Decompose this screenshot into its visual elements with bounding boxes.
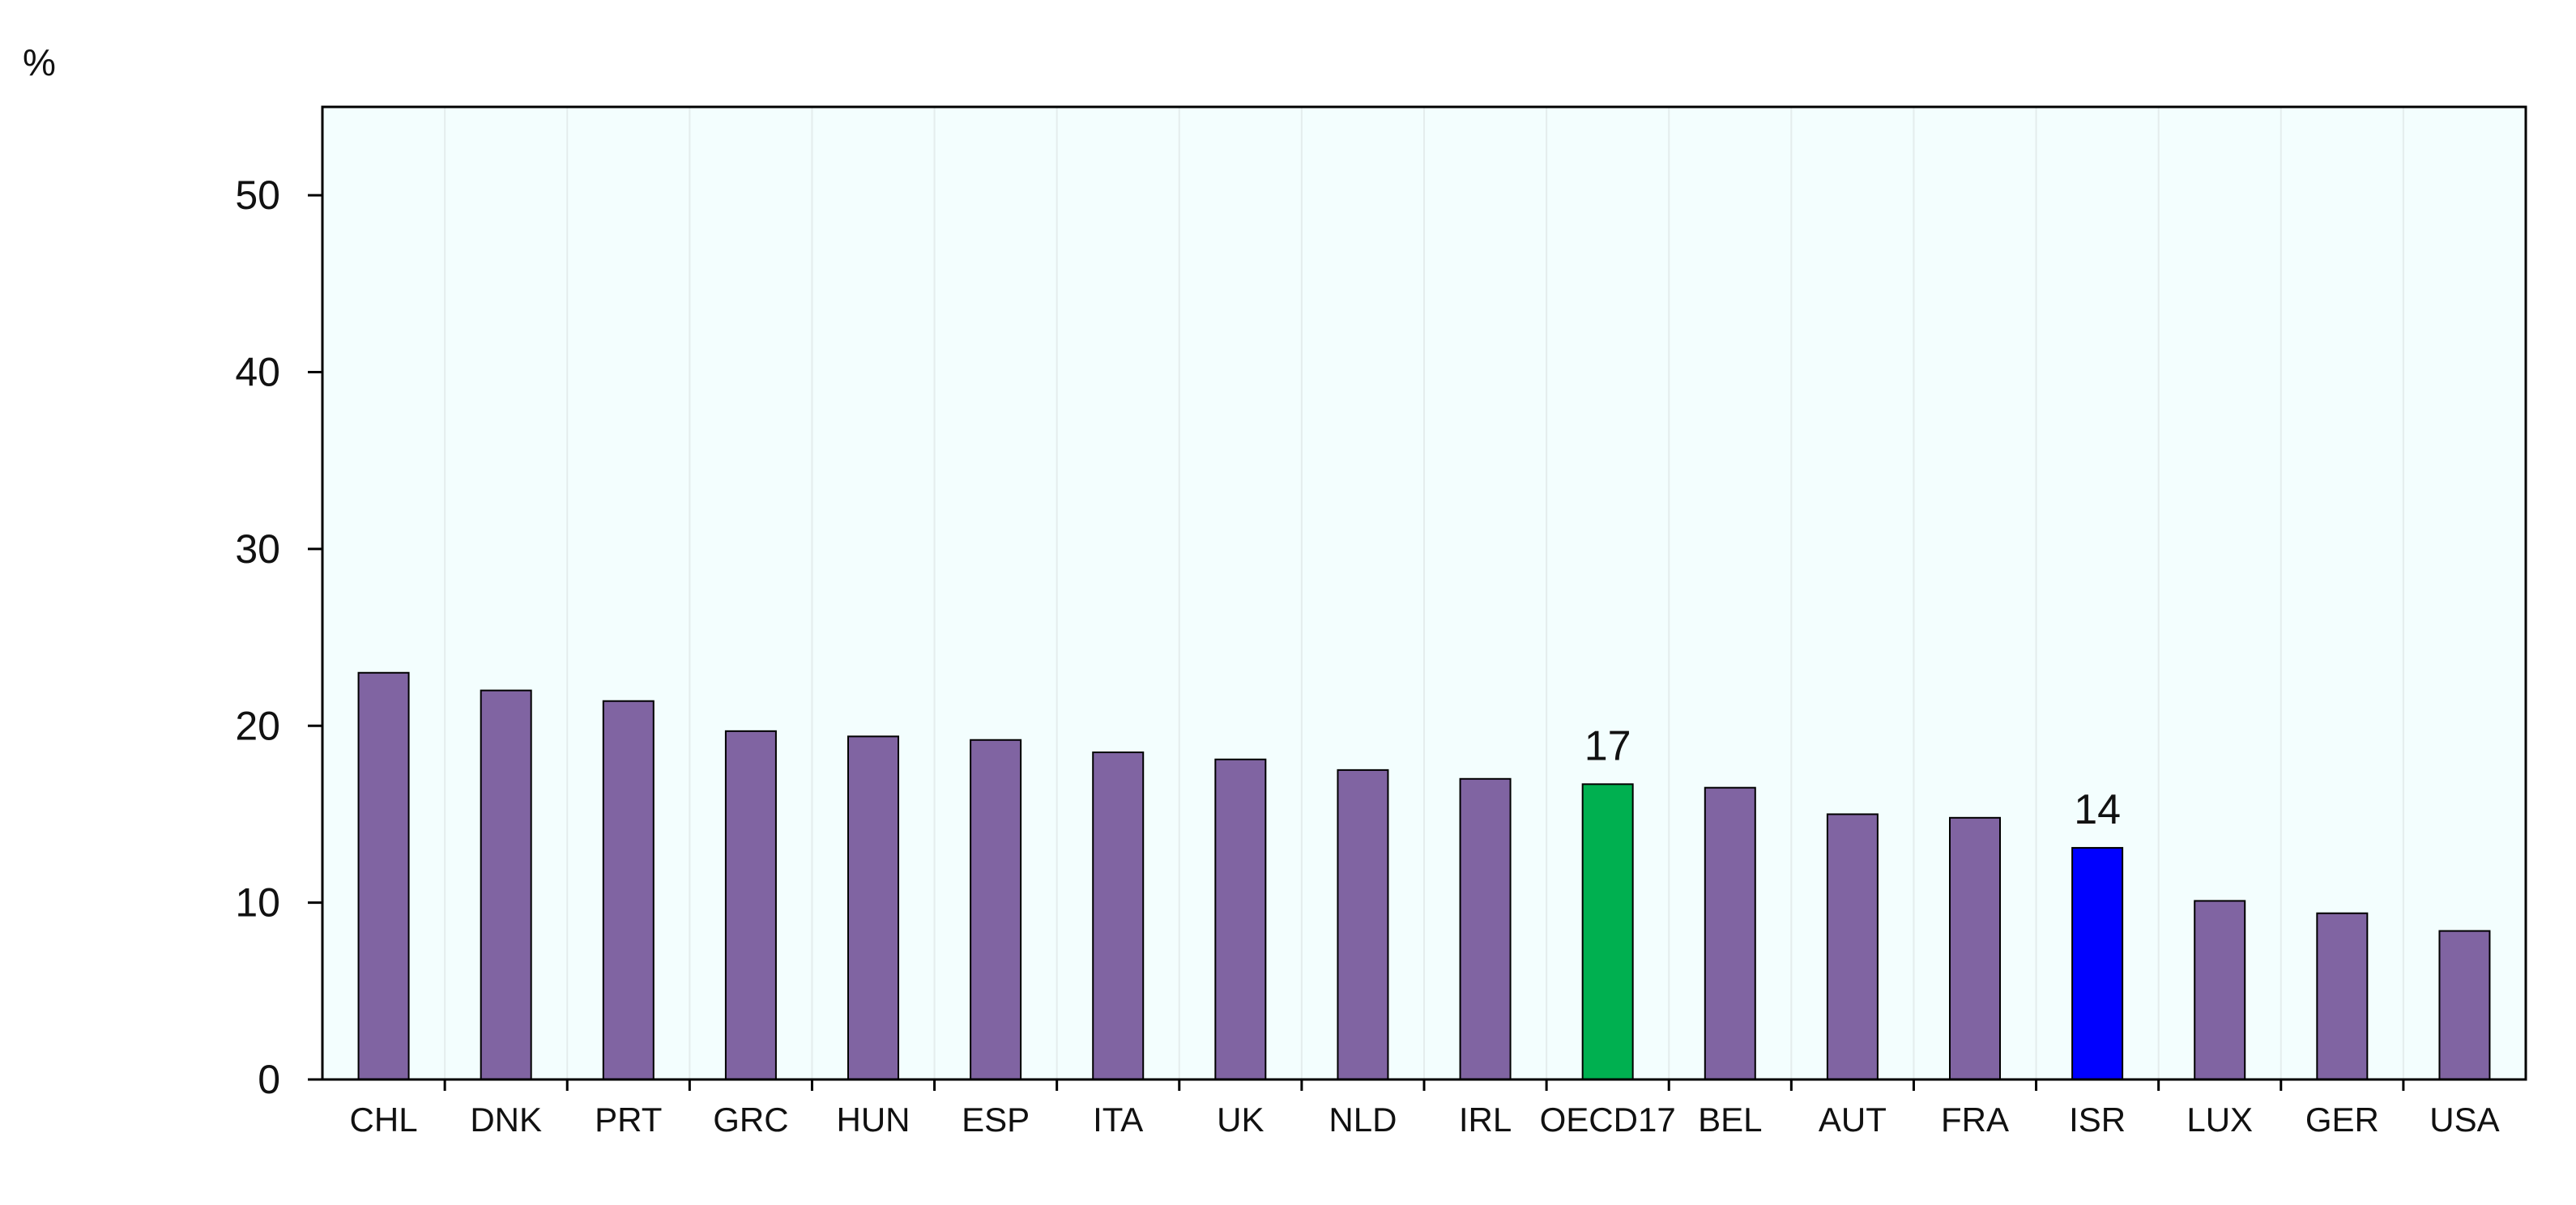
x-tick-label: OECD17 [1540, 1101, 1676, 1139]
y-tick-label: 10 [235, 880, 280, 926]
x-tick-label: NLD [1329, 1101, 1397, 1139]
bar-uk [1214, 758, 1267, 1081]
x-tick-label: IRL [1459, 1101, 1512, 1139]
y-tick-label: 0 [258, 1057, 280, 1102]
bar-irl [1459, 777, 1512, 1080]
bar-hun [847, 735, 899, 1081]
y-tick-label: 40 [235, 350, 280, 395]
x-tick-label: GRC [713, 1101, 788, 1139]
x-tick-label: UK [1217, 1101, 1264, 1139]
x-tick-label: AUT [1819, 1101, 1887, 1139]
x-tick-label: ESP [962, 1101, 1030, 1139]
x-tick-label: GER [2305, 1101, 2379, 1139]
x-tick-label: HUN [837, 1101, 911, 1139]
x-tick-label: ITA [1093, 1101, 1143, 1139]
bar-usa [2438, 930, 2491, 1081]
data-label-isr: 14 [2074, 786, 2121, 833]
data-label-oecd17: 17 [1584, 722, 1631, 769]
x-tick-label: CHL [350, 1101, 418, 1139]
bars [357, 671, 2491, 1081]
x-tick-label: PRT [595, 1101, 662, 1139]
bar-oecd17 [1581, 783, 1634, 1080]
x-axis: CHL DNK PRT GRC HUN ESP ITA UK NLD IRL OECD17 BEL AU… [350, 1079, 2500, 1139]
bar-dnk [480, 689, 532, 1080]
bar-ita [1092, 752, 1145, 1080]
bar-nld [1337, 769, 1389, 1080]
y-tick-label: 20 [235, 703, 280, 748]
x-tick-label: BEL [1698, 1101, 1762, 1139]
y-tick-label: 30 [235, 526, 280, 572]
y-tick-label: 50 [235, 172, 280, 218]
bar-aut [1826, 813, 1879, 1080]
x-tick-label: FRA [1941, 1101, 2009, 1139]
x-tick-label: ISR [2069, 1101, 2126, 1139]
x-tick-label: LUX [2186, 1101, 2253, 1139]
bar-prt [602, 700, 655, 1081]
y-axis: 0 10 20 30 40 50 [235, 172, 322, 1102]
bar-fra [1949, 816, 2001, 1081]
y-axis-unit-label: % [23, 41, 56, 83]
bar-chl [357, 671, 410, 1080]
x-tick-label: DNK [470, 1101, 542, 1139]
bar-esp [970, 739, 1022, 1080]
bar-ger [2316, 912, 2369, 1080]
gridlines [444, 107, 2404, 1079]
x-tick-label: USA [2429, 1101, 2499, 1139]
bar-grc [724, 730, 777, 1080]
bar-isr [2071, 846, 2124, 1080]
bar-bel [1704, 786, 1756, 1080]
bar-lux [2194, 900, 2246, 1081]
